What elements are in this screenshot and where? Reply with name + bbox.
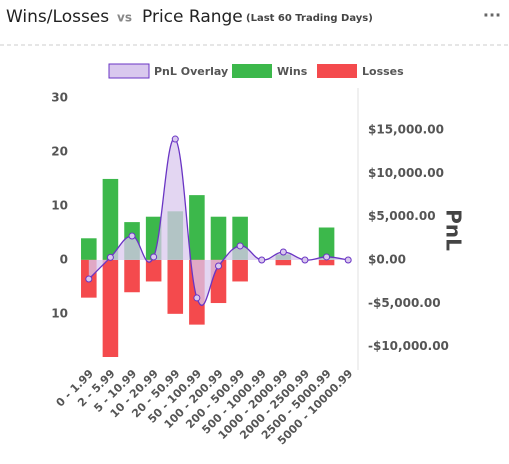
y2-tick-label: $10,000.00: [368, 166, 444, 180]
pnl-point: [236, 242, 244, 250]
y-tick-label: 10: [51, 306, 68, 320]
bar: [145, 259, 162, 282]
bar: [275, 259, 292, 266]
bar: [102, 178, 119, 260]
bar: [102, 259, 119, 357]
bar: [232, 259, 248, 282]
y2-tick-label: $5,000.00: [368, 209, 436, 223]
y2-tick-label: -$5,000.00: [368, 296, 441, 310]
pnl-point: [171, 135, 179, 143]
legend-label: Wins: [277, 65, 308, 78]
y-tick-label: 0: [60, 252, 68, 266]
pnl-point: [279, 248, 287, 256]
bar: [189, 195, 205, 260]
legend-label: PnL Overlay: [154, 65, 228, 78]
pnl-point: [85, 275, 93, 283]
pnl-point: [301, 256, 309, 264]
legend-label: Losses: [362, 65, 404, 78]
y2-axis-label: PnL: [442, 209, 466, 251]
title-connector: vs: [117, 11, 132, 25]
bar: [124, 259, 140, 293]
bar: [318, 259, 335, 266]
y2-tick-label: $15,000.00: [368, 123, 444, 137]
bar: [81, 238, 97, 260]
chart-subtitle: (Last 60 Trading Days): [246, 13, 373, 24]
pnl-point: [323, 253, 331, 261]
chart-title: Wins/Losses: [6, 7, 109, 27]
bar: [167, 259, 184, 314]
pnl-point: [150, 253, 158, 261]
bar: [318, 227, 335, 260]
y2-tick-label: $0.00: [368, 252, 406, 266]
pnl-point: [344, 256, 352, 264]
y2-tick-label: -$10,000.00: [368, 339, 449, 353]
legend-swatch: [232, 64, 272, 78]
legend-swatch: [108, 63, 150, 79]
y-tick-label: 10: [51, 198, 68, 212]
y-tick-label: 30: [51, 91, 68, 105]
pnl-point: [193, 294, 201, 302]
legend-swatch: [317, 64, 357, 78]
y-tick-label: 20: [51, 144, 68, 158]
pnl-point: [258, 256, 266, 264]
pnl-point: [128, 232, 136, 240]
pnl-point: [106, 253, 114, 261]
chart-title-second: Price Range: [142, 7, 243, 27]
bar: [210, 216, 227, 260]
menu-button[interactable]: ···: [483, 6, 501, 25]
pnl-point: [215, 262, 222, 270]
